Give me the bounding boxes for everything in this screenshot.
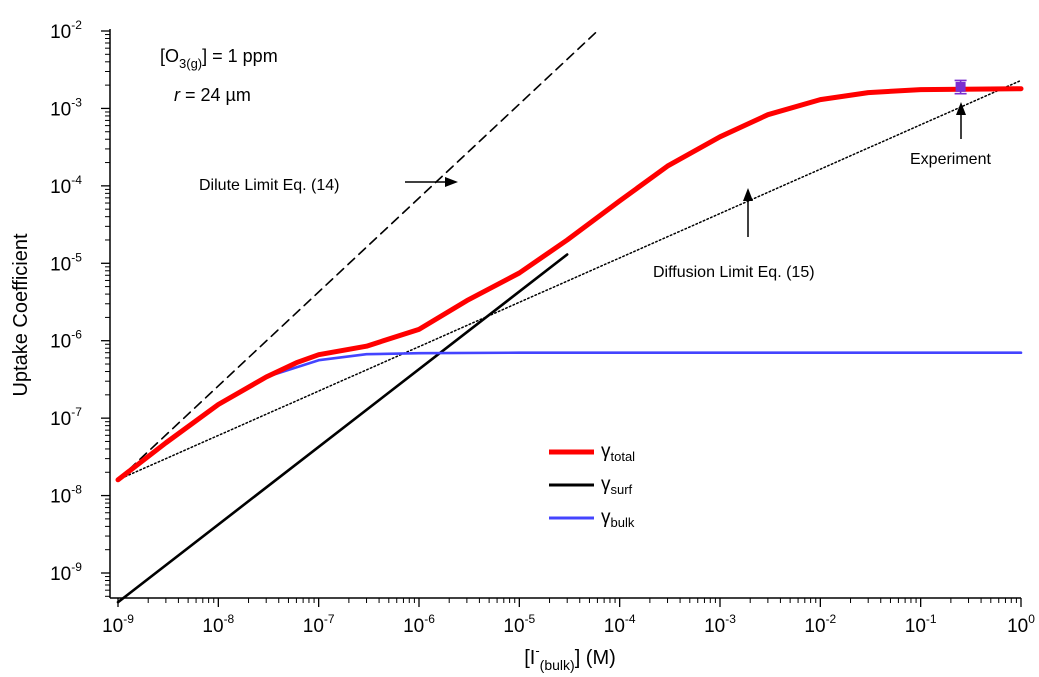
experiment-arrow-head: [956, 102, 966, 115]
legend-label-bulk: γbulk: [601, 507, 635, 530]
series-dilute-limit-eq-14-line: [117, 30, 599, 481]
legend: γtotal γsurf γbulk: [549, 441, 635, 530]
x-tick-label: 10-4: [604, 612, 636, 637]
condition-radius: r = 24 µm: [174, 85, 251, 105]
x-tick-label: 10-3: [704, 612, 736, 637]
legend-label-surf: γsurf: [601, 474, 633, 497]
y-tick-label: 10-9: [50, 560, 82, 585]
x-tick-label: 10-2: [804, 612, 836, 637]
x-tick-label: 10-9: [102, 612, 134, 637]
experiment-label: Experiment: [910, 151, 991, 168]
x-tick-label: 10-7: [303, 612, 335, 637]
y-tick-label: 10-7: [50, 405, 82, 430]
dilute-limit-label: Dilute Limit Eq. (14): [199, 177, 340, 194]
condition-ozone: [O3(g)] = 1 ppm: [160, 46, 278, 71]
x-tick-label: 10-6: [403, 612, 435, 637]
x-tick-label: 10-5: [503, 612, 535, 637]
series-diffusion-limit-eq-15-line: [117, 79, 1022, 481]
diffusion-limit-label: Diffusion Limit Eq. (15): [653, 264, 815, 281]
y-tick-label: 10-4: [50, 173, 82, 198]
x-axis-title: [I-(bulk)] (M): [524, 643, 616, 673]
x-tick-label: 10-1: [905, 612, 937, 637]
y-tick-label: 10-6: [50, 328, 82, 353]
dilute-arrow-head: [445, 177, 458, 187]
series-bulk-line: [116, 351, 1023, 482]
series-total-line: [115, 86, 1024, 483]
y-tick-label: 10-2: [50, 18, 82, 43]
diffusion-arrow-head: [743, 188, 753, 201]
axes: 10-9 10-8 10-7 10-6 10-5 10-4 10-3 10-2 10-1 100 1…: [10, 18, 1035, 673]
y-tick-label: 10-5: [50, 250, 82, 275]
legend-label-total: γtotal: [601, 441, 635, 464]
y-tick-label: 10-3: [50, 95, 82, 120]
x-tick-label: 10-8: [202, 612, 234, 637]
x-tick-label: 100: [1007, 612, 1035, 637]
curves: [115, 30, 1024, 604]
annotations: [O3(g)] = 1 ppm r = 24 µm Dilute Limit Eq.…: [160, 46, 991, 281]
experiment-point: [955, 81, 966, 92]
y-axis-title: Uptake Coefficient: [10, 233, 32, 397]
series-surf-line: [116, 253, 569, 604]
y-tick-label: 10-8: [50, 483, 82, 508]
